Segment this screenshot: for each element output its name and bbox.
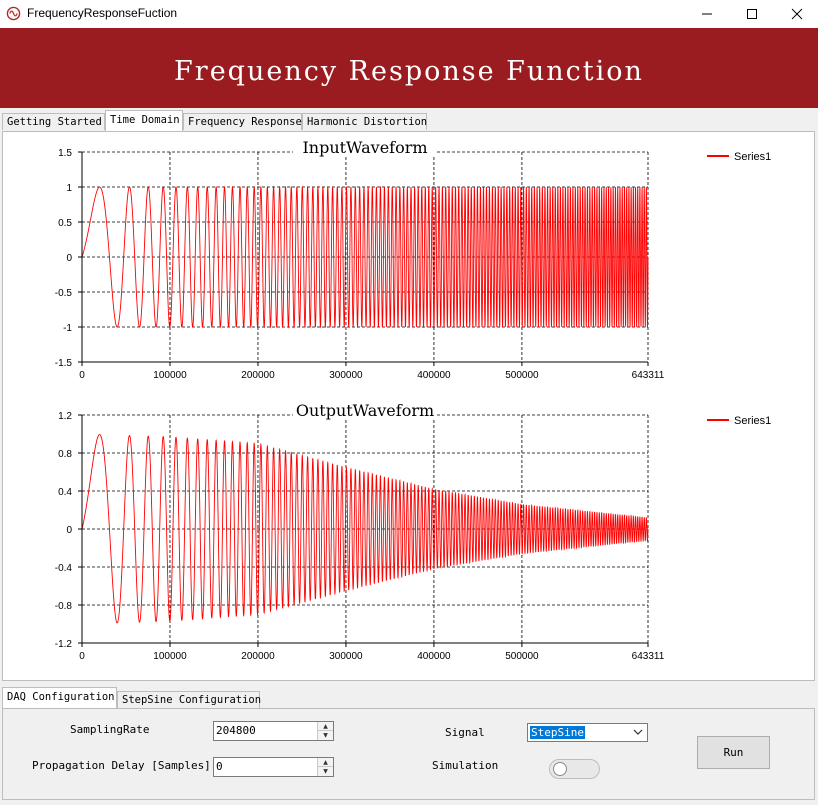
propagation-delay-spinner[interactable]: ▲ ▼ bbox=[317, 758, 333, 776]
x-tick-label: 643311 bbox=[632, 370, 665, 381]
toggle-knob bbox=[553, 762, 567, 776]
signal-label: Signal bbox=[445, 726, 485, 739]
y-tick-label: -1 bbox=[63, 323, 72, 334]
propagation-delay-value: 0 bbox=[216, 760, 223, 773]
x-tick-label: 500000 bbox=[505, 370, 539, 381]
spin-up-icon[interactable]: ▲ bbox=[318, 758, 333, 767]
y-tick-label: 0.5 bbox=[58, 218, 72, 229]
input-chart-title: InputWaveform bbox=[302, 138, 427, 157]
tab-getting-started[interactable]: Getting Started bbox=[2, 113, 105, 130]
legend-label: Series1 bbox=[734, 151, 771, 163]
chart-title-background bbox=[293, 140, 437, 156]
x-tick-label: 643311 bbox=[632, 651, 665, 662]
header-banner: Frequency Response Function bbox=[0, 28, 818, 108]
x-tick-label: 400000 bbox=[417, 370, 451, 381]
window-title: FrequencyResponseFuction bbox=[27, 6, 178, 20]
daq-configuration-panel bbox=[2, 708, 815, 800]
propagation-delay-input[interactable]: 0 ▲ ▼ bbox=[213, 757, 334, 777]
y-tick-label: 1.2 bbox=[58, 411, 72, 422]
output-waveform-chart: 0 100000 200000 300000 400000 500000 643311 1.2… bbox=[55, 401, 772, 662]
tab-time-domain[interactable]: Time Domain bbox=[105, 110, 183, 131]
minimize-button[interactable] bbox=[684, 0, 730, 28]
x-tick-label: 200000 bbox=[241, 370, 275, 381]
close-button[interactable] bbox=[774, 0, 818, 28]
signal-select[interactable]: StepSine bbox=[527, 723, 648, 742]
x-tick-label: 400000 bbox=[417, 651, 451, 662]
signal-selected-value: StepSine bbox=[530, 726, 585, 739]
spin-down-icon[interactable]: ▼ bbox=[323, 732, 328, 739]
propagation-delay-label: Propagation Delay [Samples] bbox=[32, 759, 211, 772]
sampling-rate-input[interactable]: 204800 ▲ ▼ bbox=[213, 721, 334, 741]
y-tick-label: -0.8 bbox=[55, 601, 73, 612]
output-chart-title: OutputWaveform bbox=[296, 401, 434, 420]
window-titlebar: FrequencyResponseFuction bbox=[0, 0, 818, 29]
x-tick-label: 200000 bbox=[241, 651, 275, 662]
y-tick-label: -1.2 bbox=[55, 639, 73, 650]
maximize-button[interactable] bbox=[729, 0, 775, 28]
sampling-rate-spinner[interactable]: ▲ ▼ bbox=[317, 722, 333, 740]
y-tick-label: -1.5 bbox=[55, 358, 73, 369]
input-waveform-chart: 0 100000 200000 300000 400000 500000 643311 1.5… bbox=[55, 138, 772, 381]
y-tick-label: 1 bbox=[66, 183, 72, 194]
banner-title: Frequency Response Function bbox=[174, 56, 644, 87]
sampling-rate-label: SamplingRate bbox=[70, 723, 150, 736]
y-tick-label: -0.5 bbox=[55, 288, 73, 299]
y-tick-label: 0.4 bbox=[58, 487, 72, 498]
tab-harmonic-distortion[interactable]: Harmonic Distortion bbox=[302, 113, 427, 130]
simulation-label: Simulation bbox=[432, 759, 499, 772]
time-domain-panel: 0 100000 200000 300000 400000 500000 643311 1.5… bbox=[2, 131, 815, 681]
waveform-charts: 0 100000 200000 300000 400000 500000 643311 1.5… bbox=[55, 138, 772, 662]
x-tick-label: 300000 bbox=[329, 651, 363, 662]
spin-up-icon[interactable]: ▲ bbox=[318, 722, 333, 731]
input-series-line bbox=[81, 185, 649, 329]
minimize-icon bbox=[702, 13, 712, 15]
y-tick-label: 0 bbox=[66, 253, 72, 264]
y-tick-label: 1.5 bbox=[58, 148, 72, 159]
x-tick-label: 100000 bbox=[153, 651, 187, 662]
y-tick-label: -0.4 bbox=[55, 563, 73, 574]
app-icon bbox=[6, 6, 21, 21]
close-icon bbox=[791, 8, 803, 20]
y-tick-label: 0 bbox=[66, 525, 72, 536]
run-button[interactable]: Run bbox=[697, 736, 770, 769]
sampling-rate-value: 204800 bbox=[216, 724, 256, 737]
simulation-toggle[interactable] bbox=[549, 759, 600, 779]
spin-down-icon[interactable]: ▼ bbox=[323, 768, 328, 775]
y-tick-label: 0.8 bbox=[58, 449, 72, 460]
x-tick-label: 300000 bbox=[329, 370, 363, 381]
x-tick-label: 100000 bbox=[153, 370, 187, 381]
x-tick-label: 0 bbox=[79, 651, 85, 662]
x-tick-label: 500000 bbox=[505, 651, 539, 662]
chevron-down-icon bbox=[633, 729, 643, 735]
legend-label: Series1 bbox=[734, 415, 771, 427]
x-tick-label: 0 bbox=[79, 370, 85, 381]
tab-stepsine-configuration[interactable]: StepSine Configuration bbox=[117, 691, 261, 708]
maximize-icon bbox=[747, 9, 757, 19]
output-series-line bbox=[81, 434, 649, 624]
tab-daq-configuration[interactable]: DAQ Configuration bbox=[2, 687, 117, 708]
tab-frequency-response[interactable]: Frequency Response bbox=[183, 113, 302, 130]
chart-title-background bbox=[293, 403, 437, 419]
